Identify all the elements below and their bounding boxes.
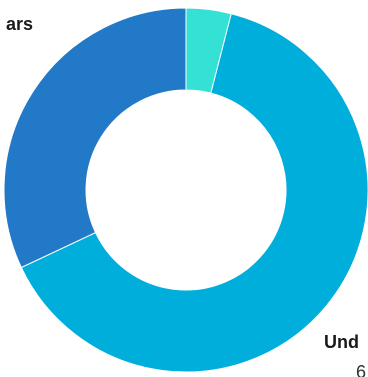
slice-label-light-blue-value: 6 — [356, 362, 366, 377]
slice-label-dark-blue-name: ars — [6, 14, 33, 34]
slice-label-light-blue-name: Und — [324, 332, 359, 352]
slice-light-blue[interactable] — [20, 13, 368, 373]
slices-layer — [3, 7, 368, 373]
slice-dark-blue[interactable] — [3, 7, 187, 269]
